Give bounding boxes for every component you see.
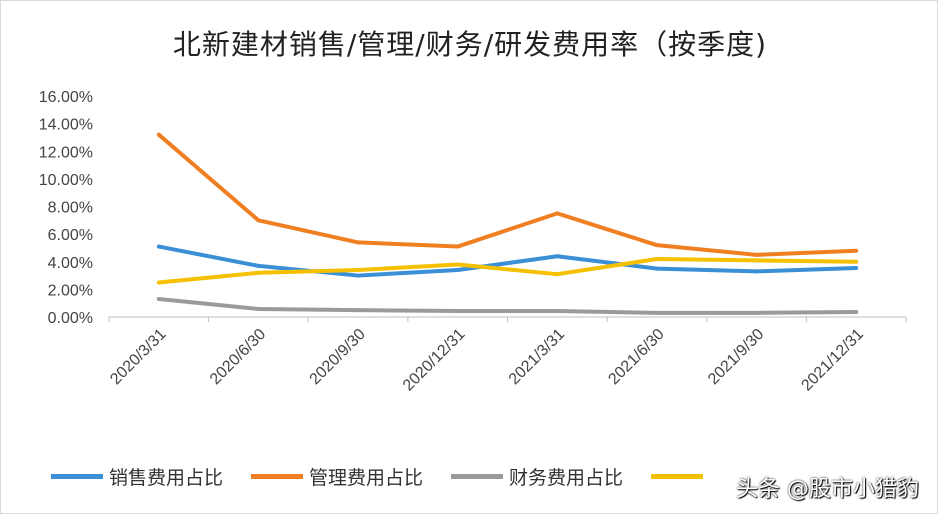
data-point [356,240,361,245]
data-point [555,211,560,216]
data-point [156,280,161,285]
legend-swatch [451,474,504,479]
x-tick-label: 2020/3/31 [107,326,169,388]
legend-swatch [51,474,103,479]
x-tick-label: 2021/12/31 [798,326,867,395]
series-line-3 [158,256,857,285]
data-point [854,310,859,315]
x-tick-label: 2021/9/30 [705,326,767,388]
data-point [854,259,859,264]
data-point [256,270,261,275]
data-point [854,248,859,253]
data-point [455,244,460,249]
series-line-0 [158,244,857,278]
chart-title: 北新建材销售/管理/财务/研发费用率（按季度) [172,28,768,61]
data-point [455,262,460,267]
legend-item-admin: 管理费用占比 [251,463,423,490]
data-point [854,265,859,270]
data-point [754,252,759,257]
legend-label: 财务费用占比 [509,467,624,489]
data-point [654,266,659,271]
data-point [356,308,361,313]
data-point [654,243,659,248]
y-tick-label: 0.00% [48,310,93,327]
data-point [754,269,759,274]
data-point [754,310,759,315]
data-point [356,273,361,278]
legend-swatch [651,474,704,479]
legend-swatch [251,474,304,479]
y-tick-label: 14.00% [39,117,93,134]
y-tick-label: 4.00% [48,255,93,272]
data-point [555,309,560,314]
data-point [455,309,460,314]
legend-item-rd [651,463,704,490]
y-tick-label: 6.00% [48,227,93,244]
data-point [654,256,659,261]
y-tick-label: 10.00% [39,172,93,189]
data-point [654,310,659,315]
legend: 销售费用占比 管理费用占比 财务费用占比 [51,463,704,490]
data-point [156,297,161,302]
series-line-1 [157,133,857,257]
data-point [356,268,361,273]
legend-label: 管理费用占比 [309,467,424,489]
x-tick-label: 2021/3/31 [506,326,568,388]
series-line-2 [158,297,857,315]
data-point [754,258,759,263]
y-tick-label: 8.00% [48,200,93,217]
data-point [555,254,560,259]
data-point [256,263,261,268]
data-point [156,132,161,137]
x-tick-label: 2021/6/30 [605,326,667,388]
y-tick-label: 16.00% [39,89,93,106]
y-tick-label: 2.00% [48,282,93,299]
data-point [256,218,261,223]
watermark: 头条 @股市小猎豹 [736,477,919,502]
x-tick-label: 2020/12/31 [400,326,469,395]
data-point [455,268,460,273]
x-tick-label: 2020/9/30 [307,326,369,388]
data-point [156,244,161,249]
legend-item-finance: 财务费用占比 [451,463,623,490]
legend-label: 销售费用占比 [109,467,224,489]
data-point [555,272,560,277]
x-tick-label: 2020/6/30 [207,326,269,388]
data-point [256,306,261,311]
y-tick-label: 12.00% [39,144,93,161]
legend-item-sales: 销售费用占比 [51,463,223,490]
